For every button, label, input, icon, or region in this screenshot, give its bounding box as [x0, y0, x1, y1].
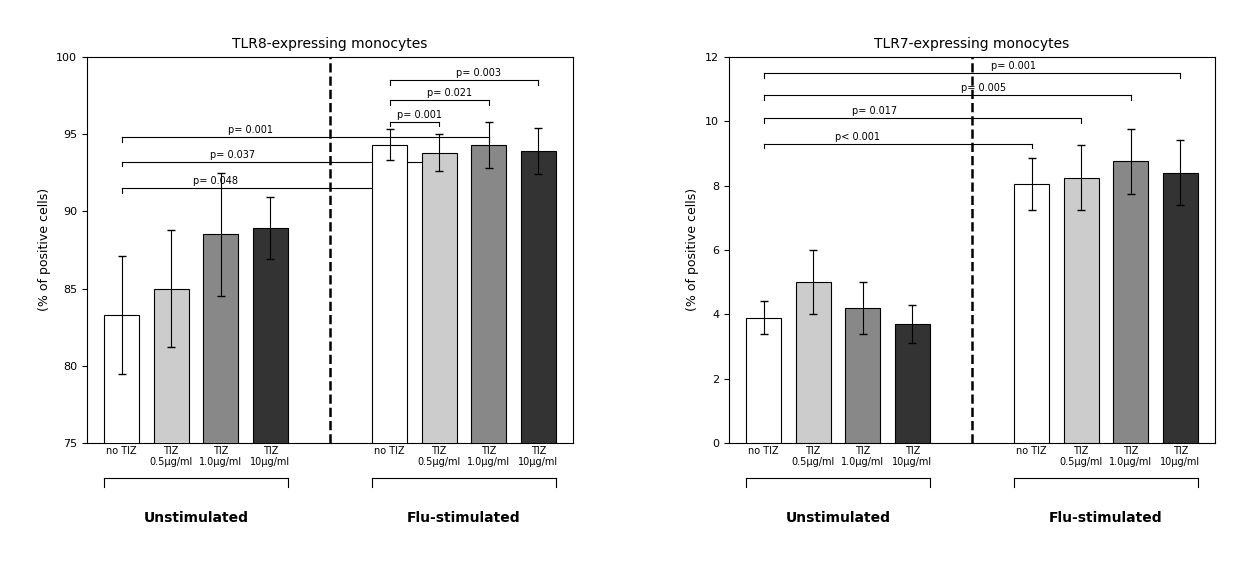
Bar	[1014, 184, 1049, 443]
Bar	[422, 153, 456, 568]
Bar	[1114, 161, 1148, 443]
Bar	[104, 315, 139, 568]
Bar	[846, 308, 880, 443]
Text: p= 0.037: p= 0.037	[210, 150, 255, 160]
Text: p= 0.001: p= 0.001	[228, 125, 273, 135]
Text: p= 0.001: p= 0.001	[397, 110, 441, 120]
Bar	[895, 324, 930, 443]
Text: p= 0.001: p= 0.001	[991, 61, 1037, 71]
Title: TLR8-expressing monocytes: TLR8-expressing monocytes	[232, 37, 428, 52]
Text: p< 0.001: p< 0.001	[835, 132, 880, 142]
Bar	[521, 151, 556, 568]
Text: p= 0.003: p= 0.003	[456, 68, 501, 78]
Text: Unstimulated: Unstimulated	[785, 511, 890, 525]
Y-axis label: (% of positive cells): (% of positive cells)	[687, 189, 699, 311]
Bar	[796, 282, 831, 443]
Bar	[154, 289, 188, 568]
Y-axis label: (% of positive cells): (% of positive cells)	[37, 189, 51, 311]
Text: p= 0.005: p= 0.005	[961, 83, 1007, 94]
Text: Flu-stimulated: Flu-stimulated	[407, 511, 521, 525]
Title: TLR7-expressing monocytes: TLR7-expressing monocytes	[874, 37, 1070, 52]
Bar	[746, 318, 781, 443]
Text: p= 0.021: p= 0.021	[427, 88, 471, 98]
Text: Flu-stimulated: Flu-stimulated	[1049, 511, 1163, 525]
Text: p= 0.048: p= 0.048	[193, 176, 238, 186]
Bar	[253, 228, 288, 568]
Bar	[1064, 177, 1099, 443]
Bar	[1163, 173, 1198, 443]
Text: p= 0.017: p= 0.017	[852, 106, 898, 116]
Text: Unstimulated: Unstimulated	[144, 511, 248, 525]
Bar	[372, 145, 407, 568]
Bar	[471, 145, 506, 568]
Bar	[203, 235, 238, 568]
